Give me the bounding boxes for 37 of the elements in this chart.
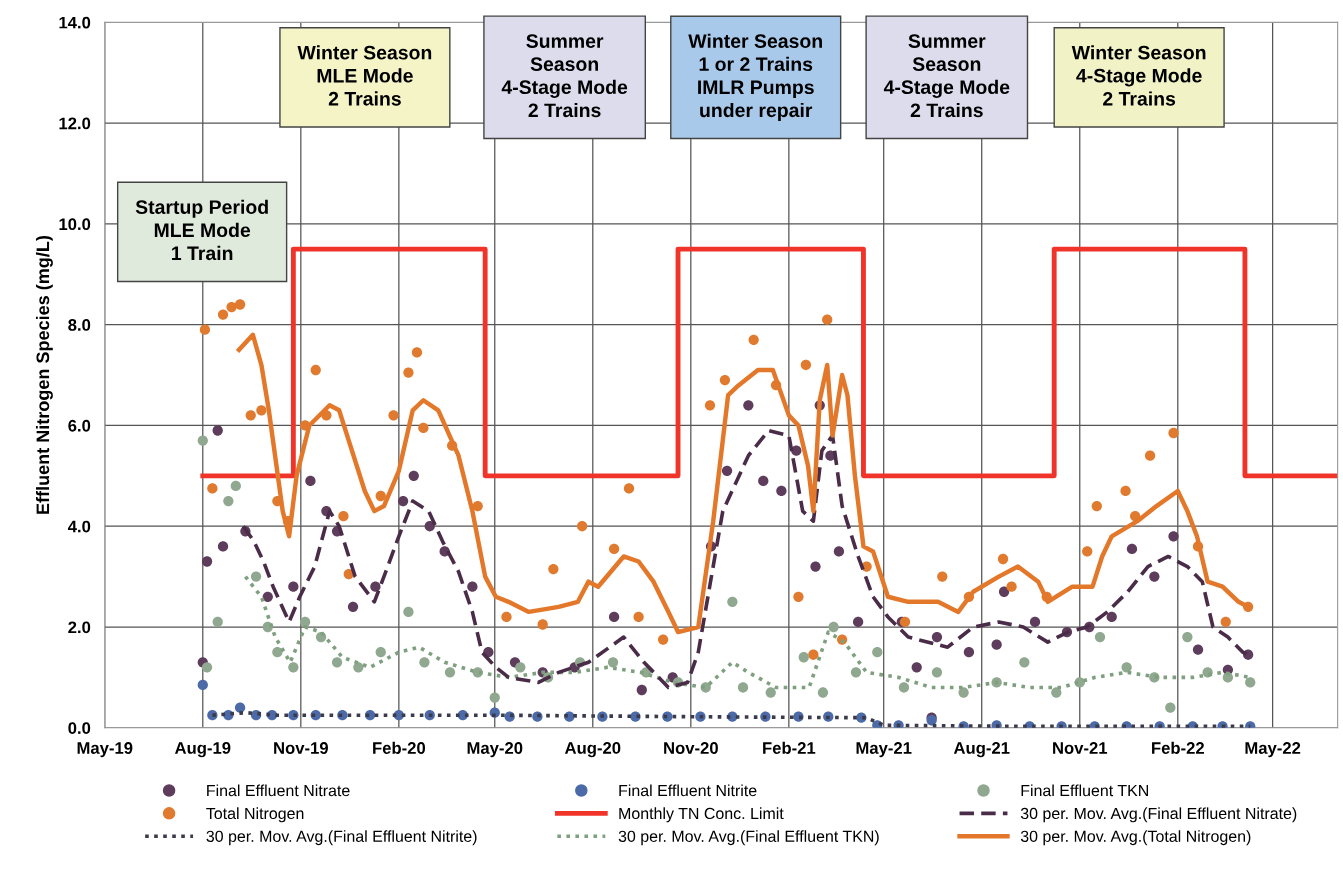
x-tick-label: Nov-21 [1053,742,1108,754]
x-tick-label: Aug-19 [174,742,231,758]
x-tick-label: May-19 [77,742,133,758]
x-tick-label: Feb-21 [763,741,816,754]
y-axis-title: Effluent Nitrogen Species (mg/L) [35,236,53,514]
annotation: Winter Season MLE Mode 2 Trains [297,45,432,106]
y-tick-label: 6.0 [68,419,91,432]
legend-label: 30 per. Mov. Avg.(Final Effluent Nitrite) [206,830,477,846]
y-tick-label: 14.0 [59,16,91,29]
legend-label: Monthly TN Conc. Limit [619,807,784,823]
legend-label: 30 per. Mov. Avg.(Final Effluent Nitrate) [1020,807,1297,823]
y-tick-label: 12.0 [59,117,91,130]
x-tick-label: Aug-21 [953,742,1010,758]
y-tick-label: 0.0 [68,722,91,734]
y-tick-label: 8.0 [68,319,91,331]
x-tick-label: May-20 [467,742,523,758]
annotation: Summer Season 4-Stage Mode 2 Trains [501,34,628,118]
annotation: Winter Season 1 or 2 Trains IMLR Pumps under repair [688,33,822,121]
x-tick-label: Aug-20 [564,742,621,758]
annotation: Summer Season 4-Stage Mode 2 Trains [883,34,1010,118]
annotation: Winter Season 4-Stage Mode 2 Trains [1071,45,1206,106]
legend-label: Total Nitrogen [206,807,304,823]
x-tick-label: Feb-22 [1152,741,1204,754]
x-tick-label: Nov-19 [274,742,328,754]
legend-label: Final Effluent TKN [1021,784,1148,797]
x-tick-label: May-21 [856,742,912,758]
legend-label: 30 per. Mov. Avg.(Total Nitrogen) [1020,830,1251,846]
annotation: Startup Period MLE Mode 1 Train [135,199,268,261]
y-tick-label: 10.0 [59,218,91,231]
y-tick-label: 2.0 [68,621,91,634]
x-tick-label: May-22 [1245,742,1301,758]
x-tick-label: Feb-20 [373,741,426,754]
legend-label: 30 per. Mov. Avg.(Final Effluent TKN) [618,830,879,846]
legend-label: Final Effluent Nitrate [207,784,350,797]
y-tick-label: 4.0 [67,520,91,533]
x-tick-label: Nov-20 [664,742,718,754]
legend-label: Final Effluent Nitrite [619,784,757,797]
